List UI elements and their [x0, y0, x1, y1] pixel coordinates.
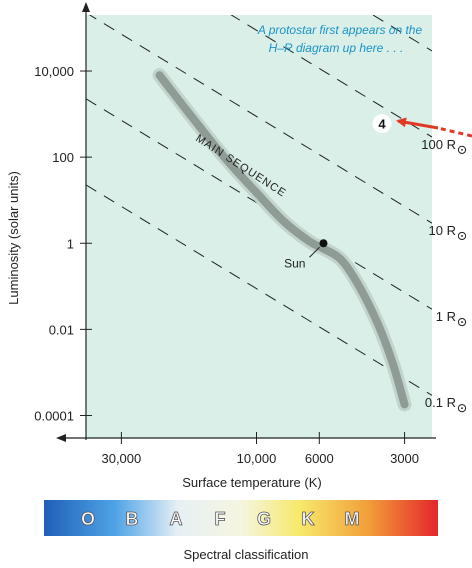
- sun-symbol-icon: [457, 145, 467, 154]
- x-tick-label-0: 30,000: [101, 451, 141, 466]
- y-axis-title: Luminosity (solar units): [6, 171, 21, 305]
- y-tick-label-0: 10,000: [34, 64, 74, 79]
- protostar-arrow-dashed: [437, 126, 472, 138]
- radius-label-text-3: 1 R: [436, 309, 456, 324]
- spectral-class-M: M: [345, 509, 360, 529]
- radius-line-4: [86, 184, 432, 396]
- spectral-class-B: B: [126, 509, 139, 529]
- radius-label-3: 1 R: [436, 309, 467, 327]
- spectral-class-F: F: [215, 509, 226, 529]
- radius-lines: [86, 15, 432, 396]
- radius-line-1: [230, 15, 432, 138]
- x-axis-arrow: [56, 434, 66, 442]
- main-sequence-band: [152, 68, 412, 412]
- sun-symbol-dot: [461, 148, 463, 151]
- y-tick-label-1: 100: [52, 150, 74, 165]
- axis-ticks: 10,000 100 1 0.01 0.0001 30,000 10,000 6000 3000: [34, 64, 419, 466]
- sun-label: Sun: [284, 256, 305, 270]
- sun-symbol-icon: [457, 404, 467, 413]
- y-tick-label-4: 0.0001: [34, 408, 74, 423]
- point-4-label: 4: [378, 117, 386, 132]
- radius-label-2: 10 R: [429, 223, 467, 241]
- radius-labels: 100 R 10 R 1 R 0.1 R: [421, 137, 467, 413]
- y-axis-arrow: [82, 2, 90, 12]
- spectral-class-K: K: [302, 509, 315, 529]
- radius-label-text-4: 0.1 R: [425, 395, 456, 410]
- plot-background: [86, 15, 432, 438]
- sun-symbol-dot: [461, 407, 463, 410]
- annotation-line-1: A protostar first appears on the: [257, 23, 423, 37]
- sun-symbol-dot: [461, 235, 463, 237]
- radius-line-2: [88, 15, 432, 224]
- main-sequence-curve: [155, 71, 409, 409]
- x-tick-label-1: 10,000: [237, 451, 277, 466]
- sun-marker: Sun: [284, 239, 328, 270]
- x-axis-title: Surface temperature (K): [182, 475, 321, 490]
- radius-label-text-1: 100 R: [421, 137, 456, 152]
- spectral-class-A: A: [170, 509, 183, 529]
- x-tick-label-2: 6000: [305, 451, 334, 466]
- spectral-class-G: G: [257, 509, 271, 529]
- point-4-badge: [372, 114, 392, 134]
- spectral-title: Spectral classification: [184, 547, 309, 562]
- radius-label-text-2: 10 R: [429, 223, 456, 238]
- y-tick-label-3: 0.01: [49, 322, 74, 337]
- sun-dot: [319, 239, 328, 248]
- protostar-arrow: [396, 117, 439, 130]
- sun-symbol-dot: [461, 321, 463, 323]
- radius-line-3: [86, 98, 432, 310]
- spectral-class-O: O: [81, 509, 95, 529]
- x-tick-label-3: 3000: [390, 451, 419, 466]
- sun-symbol-icon: [457, 231, 467, 241]
- radius-label-4: 0.1 R: [425, 395, 467, 413]
- spectral-bar: [44, 500, 438, 536]
- y-tick-label-2: 1: [67, 236, 74, 251]
- radius-line-0: [372, 15, 432, 52]
- protostar-point: 4: [372, 114, 392, 134]
- radius-label-1: 100 R: [421, 137, 467, 154]
- annotation-line-2: H–R diagram up here . . .: [269, 41, 404, 55]
- sun-leader-line: [309, 246, 320, 258]
- sun-symbol-icon: [457, 317, 467, 327]
